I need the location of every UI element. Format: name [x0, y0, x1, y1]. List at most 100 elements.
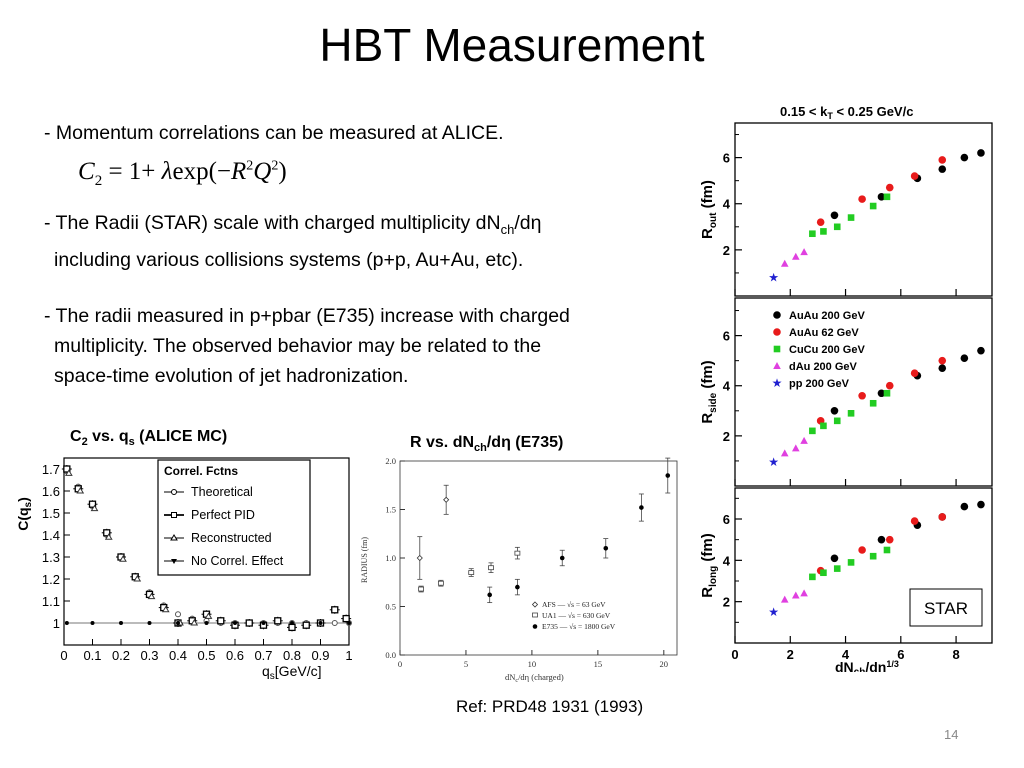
y-tick-label: 2 — [723, 429, 730, 444]
perfect-pid-point — [331, 606, 339, 614]
formula-sub: 2 — [94, 173, 103, 189]
formula-r: R — [231, 158, 247, 185]
cucu-200-gev-point — [883, 389, 891, 397]
y-tick-label: 2.0 — [385, 456, 396, 466]
x-tick-label: 0 — [731, 647, 738, 662]
reconstructed-point — [204, 612, 213, 619]
auau-62-gev-point — [858, 546, 866, 554]
dau-200-gev-point — [800, 248, 808, 256]
ua1-point — [418, 586, 425, 592]
reconstructed-point — [161, 605, 170, 613]
x-tick-label: 2 — [787, 647, 794, 662]
dau-200-gev-point — [780, 259, 789, 267]
star-chart: 0.15 < kT < 0.25 GeV/c 2 4 6 Rout (fm) ★ 2 4 6 Rs… — [699, 104, 993, 672]
legend-marker — [171, 559, 177, 564]
x-tick-label: 0.5 — [197, 648, 215, 663]
y-tick-label: 4 — [723, 553, 731, 568]
auau-62-gev-point — [938, 513, 947, 521]
auau-62-gev-point — [938, 356, 947, 365]
auau-62-gev-point — [910, 517, 919, 525]
auau-62-gev-point — [858, 195, 866, 203]
formula-sup-r: 2 — [246, 158, 254, 174]
auau-62-gev-point — [885, 535, 894, 544]
cucu-200-gev-point — [847, 214, 855, 221]
theoretical-point — [175, 611, 181, 618]
e735-point — [559, 555, 565, 561]
auau-200-gev-point — [960, 354, 969, 362]
legend-label: pp 200 GeV — [789, 378, 850, 390]
no-correl-point — [233, 621, 237, 625]
theoretical-point — [331, 620, 338, 626]
y-tick-label: 6 — [723, 329, 730, 344]
auau-200-gev-point — [830, 407, 839, 415]
y-tick-label: 1.0 — [385, 553, 396, 563]
alice-mc-chart: 1 1.1 1.2 1.3 1.4 1.5 1.6 1.7 0 0.1 0.2 0.3 0.4 0.5 0.… — [15, 457, 353, 682]
legend-label: E735 — √s = 1800 GeV — [542, 622, 616, 631]
fig1-title: C2 vs. qs (ALICE MC) — [70, 428, 227, 448]
reconstructed-point — [119, 555, 127, 562]
panel-frame — [734, 487, 993, 644]
cucu-200-gev-point — [869, 552, 877, 560]
dau-200-gev-point — [780, 595, 789, 603]
panel-frame — [734, 297, 993, 487]
bullet-alice: - Momentum correlations can be measured … — [44, 122, 504, 144]
x-tick-label: 15 — [594, 659, 603, 669]
no-correl-point — [147, 621, 152, 625]
bullet-star-line2: including various collisions systems (p+… — [54, 248, 524, 271]
panel-y-label: Rside (fm) — [699, 360, 719, 423]
y-tick-label: 4 — [723, 197, 731, 212]
no-correl-point — [318, 621, 323, 625]
no-correl-point — [204, 621, 209, 625]
reconstructed-point — [104, 533, 113, 540]
auau-200-gev-point — [938, 165, 947, 173]
x-tick-label: 0.8 — [283, 648, 301, 663]
formula-q: Q — [253, 158, 272, 185]
legend-label: AuAu 200 GeV — [789, 310, 865, 322]
no-correl-point — [290, 621, 294, 625]
cucu-200-gev-point — [847, 410, 855, 417]
x-tick-label: 0.1 — [83, 648, 101, 663]
x-tick-label: 20 — [660, 659, 669, 669]
no-correl-point — [347, 621, 351, 625]
auau-200-gev-point — [877, 535, 886, 544]
bullet-star-text: - The Radii (STAR) scale with charged mu… — [44, 212, 501, 234]
formula-minus: − — [216, 158, 231, 185]
legend-label: Perfect PID — [191, 508, 255, 522]
cucu-200-gev-point — [833, 417, 841, 425]
legend-marker — [532, 612, 538, 618]
cucu-200-gev-point — [847, 559, 855, 566]
legend-label: AuAu 62 GeV — [789, 327, 859, 339]
legend-marker — [532, 624, 538, 629]
legend-marker — [773, 362, 781, 369]
reconstructed-point — [147, 592, 156, 600]
bullet-star: - The Radii (STAR) scale with charged mu… — [44, 208, 541, 275]
x-tick-label: 0.9 — [311, 648, 329, 663]
auau-62-gev-point — [938, 156, 947, 164]
cucu-200-gev-point — [869, 399, 877, 407]
legend-label: UA1 — √s = 630 GeV — [542, 611, 611, 620]
legend-title: Correl. Fctns — [164, 464, 238, 478]
legend-label: Reconstructed — [191, 531, 272, 545]
ua1-point — [468, 570, 475, 575]
y-tick-label: 1.4 — [42, 528, 60, 543]
cucu-200-gev-point — [809, 230, 816, 238]
formula-lambda: λ — [161, 158, 173, 185]
y-tick-label: 1.5 — [385, 505, 396, 515]
perfect-pid-point — [88, 500, 97, 508]
star-label-box — [909, 588, 983, 627]
legend-label: dAu 200 GeV — [789, 361, 858, 373]
y-axis-label: C(qs) — [15, 497, 34, 531]
x-tick-label: 0.3 — [140, 648, 158, 663]
bullet-star-text2: /dη — [514, 212, 542, 234]
e735-point — [515, 584, 520, 590]
ua1-point — [437, 580, 444, 586]
bullet-e735-line3: space-time evolution of jet hadronizatio… — [54, 365, 409, 387]
plot-frame — [399, 460, 678, 656]
legend-marker — [171, 489, 177, 495]
formula-exp: exp( — [172, 158, 217, 185]
cucu-200-gev-point — [809, 573, 816, 581]
perfect-pid-point — [342, 614, 350, 623]
no-correl-point — [90, 621, 95, 625]
cucu-200-gev-point — [820, 422, 827, 430]
auau-62-gev-point — [910, 369, 919, 378]
